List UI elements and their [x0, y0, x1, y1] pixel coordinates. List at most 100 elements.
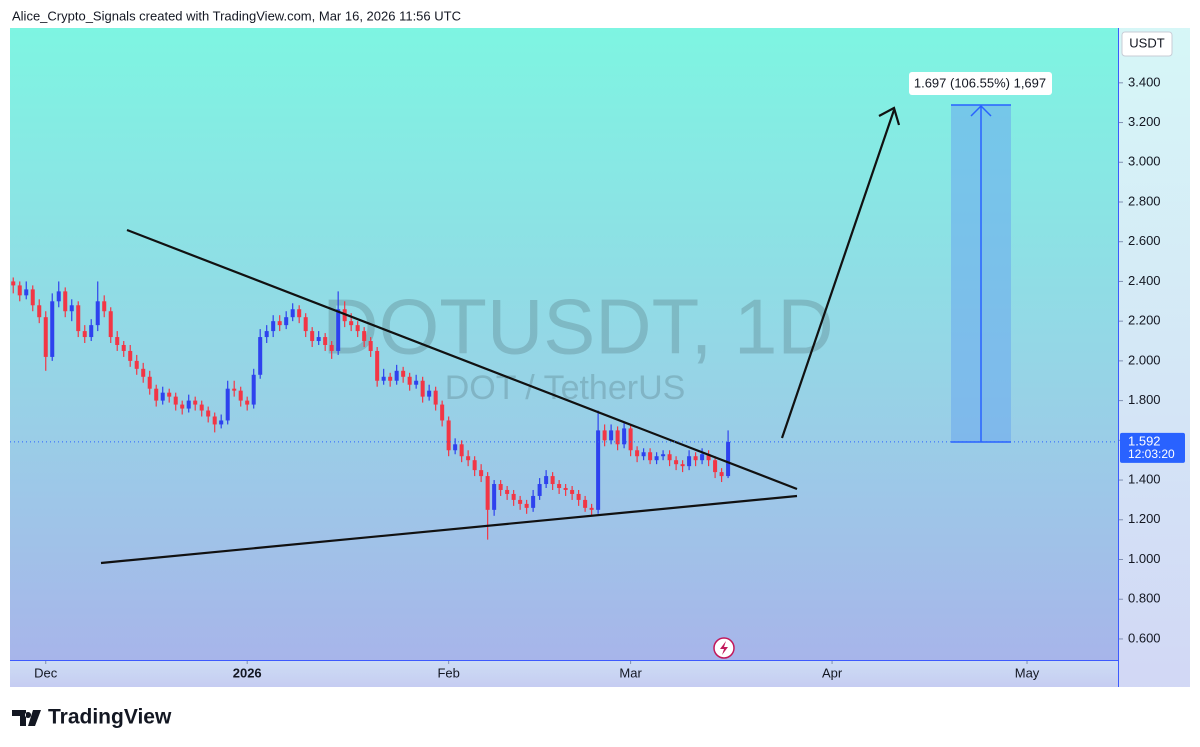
- x-tick-label: 2026: [233, 665, 262, 680]
- candle-body: [511, 493, 516, 500]
- candle-body: [368, 341, 373, 351]
- x-tick-label: Apr: [822, 665, 843, 680]
- candle-body: [89, 325, 94, 338]
- candle-body: [498, 484, 503, 490]
- candle-body: [160, 392, 165, 401]
- candle-body: [303, 317, 308, 332]
- candle-body: [589, 507, 594, 510]
- x-tick-label: May: [1015, 665, 1040, 680]
- candle-body: [576, 493, 581, 500]
- candle-body: [323, 337, 328, 345]
- y-tick-label: 0.800: [1128, 591, 1161, 606]
- candle-body: [602, 430, 607, 441]
- candle-body: [277, 321, 282, 326]
- candle-body: [667, 454, 672, 461]
- candle-body: [30, 289, 35, 306]
- candle-body: [557, 484, 562, 488]
- candle-body: [108, 311, 113, 338]
- candles: [11, 277, 731, 540]
- candle-body: [355, 325, 360, 332]
- candle-body: [167, 392, 172, 397]
- candle-body: [609, 430, 614, 441]
- candle-body: [245, 400, 250, 405]
- candle-body: [596, 430, 601, 510]
- candle-body: [193, 400, 198, 405]
- candle-body: [238, 390, 243, 401]
- candle-body: [687, 456, 692, 467]
- candle-body: [297, 309, 302, 318]
- candle-body: [329, 344, 334, 351]
- candle-body: [433, 390, 438, 405]
- candle-body: [563, 487, 568, 490]
- candle-body: [693, 456, 698, 461]
- candle-body: [524, 503, 529, 508]
- candle-body: [479, 470, 484, 477]
- y-tick-label: 2.000: [1128, 352, 1161, 367]
- candle-body: [121, 344, 126, 351]
- arrow-head: [878, 106, 901, 126]
- trendline: [100, 494, 798, 565]
- candle-body: [537, 484, 542, 496]
- candle-body: [700, 454, 705, 461]
- y-tick-label: 2.800: [1128, 193, 1161, 208]
- candle-body: [199, 404, 204, 411]
- candle-body: [147, 376, 152, 389]
- candle-body: [69, 305, 74, 312]
- candle-body: [726, 441, 731, 477]
- candle-body: [258, 337, 263, 375]
- y-tick-label: 0.600: [1128, 630, 1161, 645]
- candle-body: [24, 289, 29, 296]
- candle-body: [401, 370, 406, 377]
- x-tick-label: Mar: [619, 665, 642, 680]
- candle-body: [446, 420, 451, 451]
- candle-body: [615, 430, 620, 445]
- candle-body: [661, 454, 666, 457]
- y-tick-label: 1.200: [1128, 511, 1161, 526]
- x-tick-label: Feb: [437, 665, 459, 680]
- y-tick-label: 1.000: [1128, 551, 1161, 566]
- time-axis-bg: [10, 661, 1119, 687]
- countdown: 12:03:20: [1128, 447, 1175, 461]
- candle-body: [336, 309, 341, 351]
- candle-body: [407, 376, 412, 385]
- candle-body: [414, 380, 419, 385]
- price-tag-label: 1.592: [1128, 433, 1161, 448]
- candle-body: [362, 331, 367, 342]
- candle-body: [206, 410, 211, 417]
- candle-body: [102, 301, 107, 312]
- candle-body: [628, 428, 633, 451]
- candle-body: [225, 388, 230, 421]
- candle-body: [212, 416, 217, 425]
- candle-body: [635, 450, 640, 457]
- candle-body: [17, 285, 22, 296]
- candle-body: [427, 390, 432, 397]
- candle-body: [713, 460, 718, 473]
- watermark-title: DOTUSDT, 1D: [322, 283, 833, 371]
- candle-body: [531, 495, 536, 508]
- candle-body: [232, 388, 237, 391]
- candle-body: [43, 317, 48, 357]
- candle-body: [11, 281, 16, 286]
- candle-body: [719, 472, 724, 477]
- price-tag: [1120, 432, 1185, 463]
- candle-body: [388, 376, 393, 381]
- candle-body: [375, 350, 380, 381]
- price-axis-bg: [1119, 28, 1190, 687]
- candle-body: [115, 337, 120, 345]
- candle-body: [518, 499, 523, 504]
- candle-body: [219, 420, 224, 425]
- candle-body: [394, 370, 399, 381]
- x-tick-label: Dec: [34, 665, 58, 680]
- arrow: [780, 109, 896, 439]
- candle-body: [271, 321, 276, 332]
- currency-button[interactable]: [1121, 31, 1173, 57]
- candle-body: [648, 452, 653, 461]
- candle-body: [95, 301, 100, 326]
- measure-arrow-head: [970, 104, 992, 117]
- candle-body: [505, 489, 510, 494]
- y-tick-label: 2.400: [1128, 273, 1161, 288]
- candle-body: [63, 291, 68, 312]
- footer-logo: TradingView: [12, 706, 172, 729]
- candle-body: [680, 464, 685, 467]
